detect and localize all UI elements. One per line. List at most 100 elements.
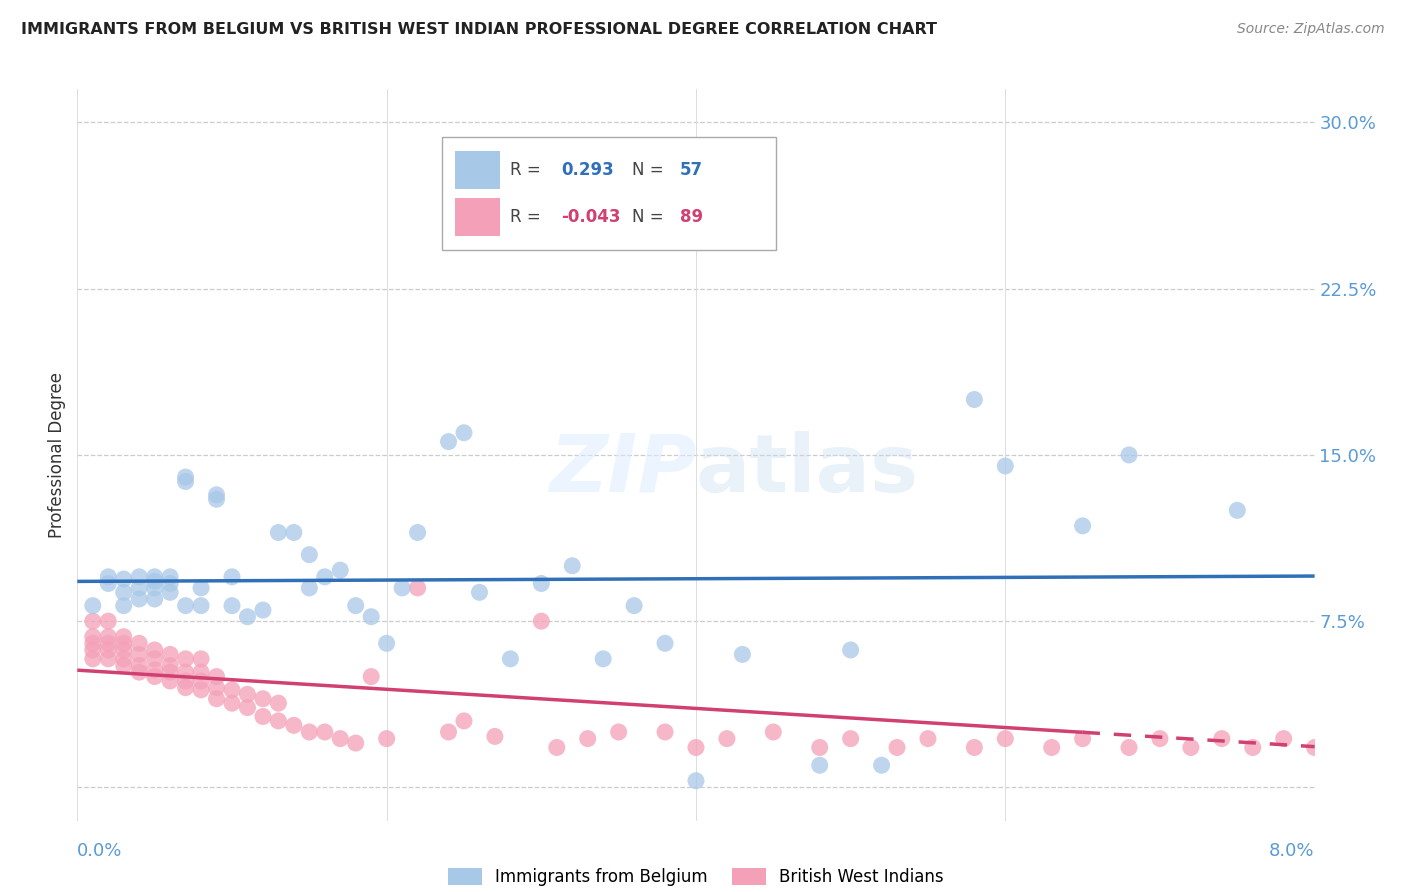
Point: [391, 581, 413, 595]
Point: [143, 570, 166, 584]
Point: [190, 682, 212, 697]
Point: [886, 740, 908, 755]
Point: [112, 572, 135, 586]
Point: [530, 576, 553, 591]
Point: [1149, 731, 1171, 746]
Point: [329, 731, 352, 746]
Point: [82, 652, 104, 666]
Point: [205, 492, 228, 507]
Point: [221, 682, 243, 697]
Point: [97, 576, 120, 591]
Point: [344, 599, 367, 613]
Point: [314, 725, 336, 739]
Point: [1303, 740, 1326, 755]
Point: [159, 673, 181, 688]
Point: [592, 652, 614, 666]
Point: [128, 665, 150, 680]
Point: [128, 658, 150, 673]
Point: [360, 669, 382, 683]
Point: [607, 725, 630, 739]
Point: [963, 392, 986, 407]
Point: [190, 673, 212, 688]
Point: [159, 665, 181, 680]
Point: [1350, 648, 1372, 662]
Point: [205, 681, 228, 695]
Point: [716, 731, 738, 746]
Point: [143, 581, 166, 595]
Point: [530, 614, 553, 628]
Point: [143, 652, 166, 666]
Point: [190, 652, 212, 666]
Point: [236, 687, 259, 701]
Point: [267, 714, 290, 728]
Point: [97, 652, 120, 666]
Text: ZIP: ZIP: [548, 431, 696, 508]
Point: [128, 581, 150, 595]
Point: [112, 652, 135, 666]
Point: [654, 725, 676, 739]
Point: [468, 585, 491, 599]
Point: [808, 740, 831, 755]
Text: IMMIGRANTS FROM BELGIUM VS BRITISH WEST INDIAN PROFESSIONAL DEGREE CORRELATION C: IMMIGRANTS FROM BELGIUM VS BRITISH WEST …: [21, 22, 936, 37]
Point: [143, 592, 166, 607]
Point: [174, 652, 197, 666]
Point: [143, 663, 166, 677]
Point: [1241, 740, 1264, 755]
Legend: Immigrants from Belgium, British West Indians: Immigrants from Belgium, British West In…: [441, 862, 950, 892]
Point: [112, 658, 135, 673]
Point: [283, 525, 305, 540]
Point: [963, 740, 986, 755]
Point: [143, 643, 166, 657]
Point: [484, 730, 506, 744]
Point: [82, 636, 104, 650]
Point: [406, 581, 429, 595]
FancyBboxPatch shape: [443, 136, 776, 250]
Point: [1381, 740, 1403, 755]
Point: [174, 475, 197, 489]
Point: [406, 525, 429, 540]
Point: [298, 581, 321, 595]
Point: [437, 725, 460, 739]
Point: [82, 643, 104, 657]
Point: [221, 599, 243, 613]
Point: [252, 603, 274, 617]
Point: [283, 718, 305, 732]
Point: [128, 570, 150, 584]
Point: [1365, 669, 1388, 683]
Point: [375, 731, 398, 746]
Point: [267, 525, 290, 540]
Point: [576, 731, 599, 746]
Point: [1071, 519, 1094, 533]
Point: [1211, 731, 1233, 746]
Point: [97, 643, 120, 657]
Point: [97, 630, 120, 644]
Point: [205, 669, 228, 683]
Point: [561, 558, 583, 573]
Point: [1272, 731, 1295, 746]
Point: [685, 740, 707, 755]
Point: [174, 665, 197, 680]
Point: [159, 585, 181, 599]
Point: [1071, 731, 1094, 746]
Point: [112, 599, 135, 613]
Point: [654, 636, 676, 650]
Point: [205, 691, 228, 706]
Point: [159, 648, 181, 662]
Point: [499, 652, 522, 666]
Point: [252, 709, 274, 723]
Text: 0.0%: 0.0%: [77, 842, 122, 860]
Point: [437, 434, 460, 449]
Point: [174, 599, 197, 613]
Point: [82, 614, 104, 628]
Point: [1180, 740, 1202, 755]
Point: [190, 599, 212, 613]
Point: [839, 731, 862, 746]
Point: [870, 758, 893, 772]
Point: [1118, 448, 1140, 462]
Text: atlas: atlas: [696, 431, 920, 508]
Point: [82, 630, 104, 644]
Point: [143, 669, 166, 683]
Point: [128, 592, 150, 607]
Point: [97, 636, 120, 650]
Point: [97, 570, 120, 584]
